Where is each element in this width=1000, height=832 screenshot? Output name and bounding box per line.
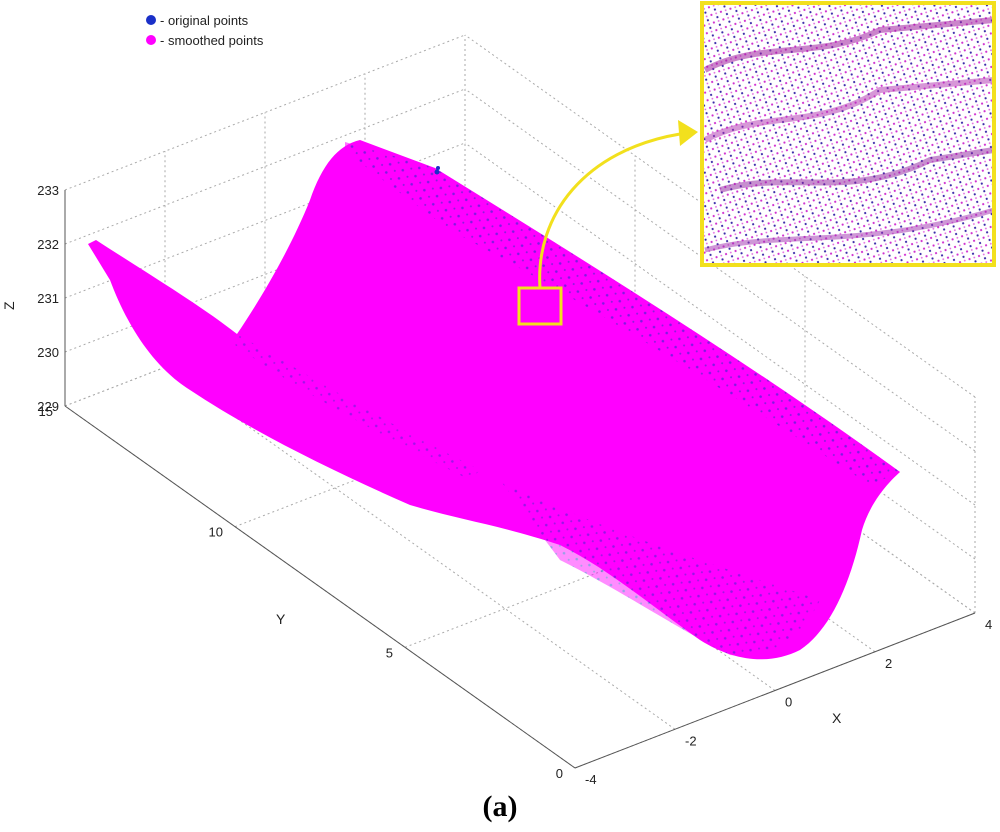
z-tick-label: 232	[37, 237, 59, 252]
y-tick-label: 10	[209, 525, 223, 540]
z-axis-label: Z	[1, 301, 17, 310]
zoom-inset-frame	[700, 1, 996, 267]
y-tick-label: 15	[39, 404, 53, 419]
legend-marker-smoothed	[146, 35, 156, 45]
zoom-arrowhead	[678, 120, 698, 146]
gridline	[464, 88, 976, 452]
x-axis-label: X	[832, 710, 842, 726]
zoom-inset	[702, 3, 994, 265]
legend-label-smoothed: - smoothed points	[160, 33, 264, 48]
y-tick-label: 0	[556, 766, 563, 781]
gridline	[164, 366, 676, 730]
gridline	[64, 250, 466, 407]
gridline	[464, 34, 976, 398]
z-tick-label: 233	[37, 183, 59, 198]
x-tick-label: 4	[985, 617, 992, 632]
zoom-arrow	[538, 132, 681, 289]
outlier-point	[434, 169, 440, 175]
y-axis-line	[64, 405, 576, 769]
y-axis-label: Y	[276, 611, 286, 627]
x-tick-label: -4	[585, 772, 597, 787]
gridline	[464, 142, 976, 506]
point-cloud-surface	[88, 140, 900, 660]
series-original-points-left	[235, 334, 480, 480]
x-tick-label: -2	[685, 733, 697, 748]
figure-caption: (a)	[482, 790, 518, 823]
axis-box	[64, 190, 976, 769]
zoom-annotation	[517, 1, 996, 326]
series-original-points-ridge	[345, 142, 900, 485]
gridline	[64, 88, 466, 245]
y-tick-label: 5	[386, 645, 393, 660]
x-axis-line	[574, 612, 976, 769]
legend-marker-original	[146, 15, 156, 25]
series-smoothed-points-surface	[88, 140, 900, 660]
gridline	[64, 34, 466, 191]
legend: - original points - smoothed points	[146, 13, 264, 48]
z-tick-label: 231	[37, 291, 59, 306]
gridline	[404, 491, 806, 648]
z-tick-label: 229	[37, 399, 59, 414]
x-tick-label: 2	[885, 656, 892, 671]
outlier-point	[436, 166, 440, 170]
x-tick-label: 0	[785, 695, 792, 710]
z-tick-label: 230	[37, 345, 59, 360]
series-original-points-floor	[500, 480, 820, 656]
gridline	[234, 371, 636, 528]
legend-label-original: - original points	[160, 13, 249, 28]
